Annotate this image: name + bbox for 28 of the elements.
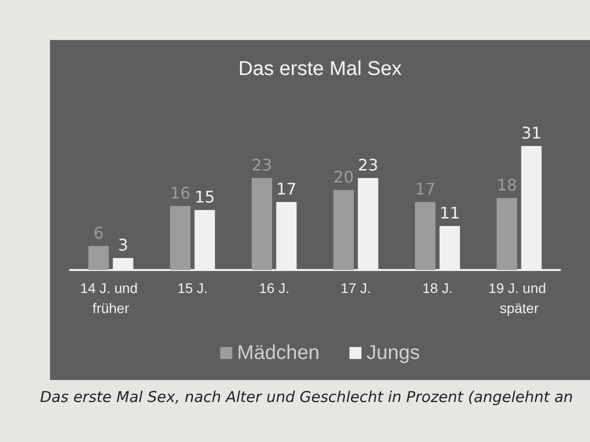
x-tick-label: 15 J. [177,280,208,296]
data-label: 17 [276,180,297,198]
data-label: 18 [496,176,518,194]
x-tick-label: 17 J. [340,280,372,296]
bar [333,190,354,270]
bar [170,206,190,270]
data-label: 17 [415,180,436,198]
data-label: 6 [93,224,104,242]
x-tick-label: 19 J. und später [488,280,550,316]
legend-label: Jungs [366,342,420,364]
data-label: 23 [358,156,378,174]
data-label: 15 [194,188,215,206]
data-label: 31 [521,124,542,142]
data-label: 23 [252,156,272,174]
bar [252,178,272,270]
bar [415,202,436,270]
legend-label: Mädchen [237,342,320,364]
x-tick-label: 18 J. [422,280,453,296]
x-tick-label: 14 J. und früher [80,280,142,316]
chart-title: Das erste Mal Sex [238,58,402,80]
data-label: 20 [333,168,354,186]
x-tick-label: 16 J. [258,280,290,296]
data-label: 3 [118,236,128,254]
bar [88,246,109,270]
bar [496,198,518,270]
text: Das erste Mal Sex, nach Alter und Geschlecht in Prozent (angelehnt an [40,388,574,406]
data-label: 16 [170,184,190,202]
data-label: 11 [440,204,460,222]
